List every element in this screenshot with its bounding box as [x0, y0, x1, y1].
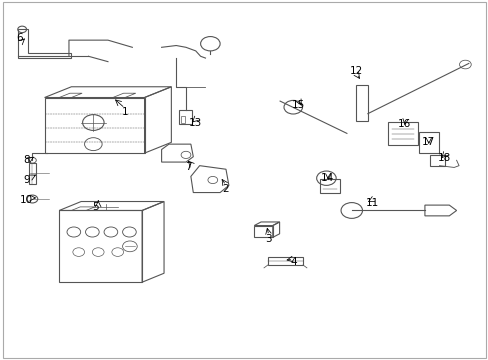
Bar — [180, 116, 185, 123]
Text: 12: 12 — [349, 66, 363, 76]
Text: 8: 8 — [23, 155, 30, 165]
Text: 2: 2 — [222, 184, 229, 194]
Bar — [429, 155, 445, 166]
Bar — [178, 110, 192, 125]
Text: 13: 13 — [189, 118, 202, 128]
Text: 11: 11 — [365, 198, 378, 208]
Text: 4: 4 — [289, 257, 296, 267]
Text: 15: 15 — [291, 100, 304, 110]
Text: 14: 14 — [320, 173, 333, 183]
Bar — [418, 132, 438, 153]
Bar — [355, 85, 367, 121]
Bar — [387, 122, 417, 145]
Text: 3: 3 — [265, 234, 272, 244]
Text: 5: 5 — [92, 202, 99, 212]
Text: 7: 7 — [185, 162, 191, 172]
Bar — [267, 257, 303, 265]
Text: 1: 1 — [122, 107, 128, 117]
Text: 9: 9 — [23, 175, 30, 185]
Bar — [254, 226, 272, 237]
Text: 17: 17 — [421, 138, 434, 147]
Text: 18: 18 — [437, 153, 450, 163]
Text: 6: 6 — [16, 33, 22, 43]
Bar — [320, 179, 339, 193]
Text: 16: 16 — [397, 120, 410, 129]
Bar — [29, 163, 36, 184]
Text: 10: 10 — [20, 195, 33, 205]
